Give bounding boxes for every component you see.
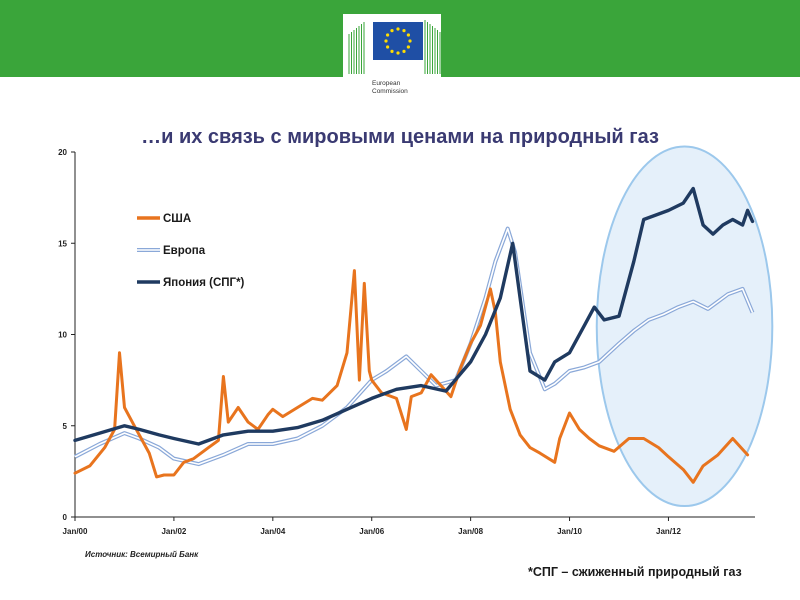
- ec-logo-graphic: [348, 20, 441, 74]
- legend-label: США: [163, 213, 191, 225]
- flag-star: [406, 33, 410, 37]
- flag-star: [386, 45, 390, 49]
- y-tick-label: 5: [63, 422, 68, 431]
- x-tick-label: Jan/00: [63, 527, 88, 536]
- series-0: [73, 269, 750, 484]
- y-tick-label: 10: [58, 331, 67, 340]
- flag-star: [408, 39, 412, 43]
- series-1: [74, 226, 755, 467]
- footnote: *СПГ – сжиженный природный газ: [528, 565, 742, 579]
- flag-star: [396, 27, 400, 31]
- ec-logo: [343, 14, 441, 102]
- series-2: [73, 186, 755, 446]
- series-line: [73, 186, 755, 446]
- flag-star: [390, 29, 394, 33]
- ec-logo-text: European Commission: [372, 80, 408, 96]
- logo-text-line-1: European: [372, 80, 401, 87]
- flag-star: [402, 29, 406, 33]
- x-tick-label: Jan/10: [557, 527, 582, 536]
- gas-price-chart: 0 5 10 15 20 Jan/00 Jan/02 Jan/04 Jan/06 Jan/08 Ja…: [58, 145, 774, 536]
- y-tick-label: 0: [63, 513, 68, 522]
- legend-label: Япония (СПГ*): [163, 277, 245, 289]
- y-tick-label: 20: [58, 148, 67, 157]
- logo-building-lines: [348, 20, 441, 74]
- y-tick-label: 15: [58, 239, 67, 248]
- x-tick-label: Jan/08: [458, 527, 483, 536]
- x-tick-label: Jan/02: [161, 527, 186, 536]
- logo-text-line-2: Commission: [372, 88, 408, 95]
- x-tick-label: Jan/06: [359, 527, 384, 536]
- series-line-inner: [74, 227, 754, 465]
- eu-flag-stars-icon: [384, 27, 412, 55]
- slide-title: …и их связь с мировыми ценами на природн…: [141, 126, 659, 148]
- flag-star: [384, 39, 388, 43]
- flag-star: [396, 51, 400, 55]
- flag-star: [406, 45, 410, 49]
- flag-star: [386, 33, 390, 37]
- x-tick-label: Jan/04: [260, 527, 285, 536]
- legend-label: Европа: [163, 245, 206, 257]
- source-note: Источник: Всемирный Банк: [85, 550, 199, 559]
- flag-star: [390, 49, 394, 53]
- x-tick-label: Jan/12: [656, 527, 681, 536]
- flag-star: [402, 49, 406, 53]
- series-line: [73, 269, 750, 484]
